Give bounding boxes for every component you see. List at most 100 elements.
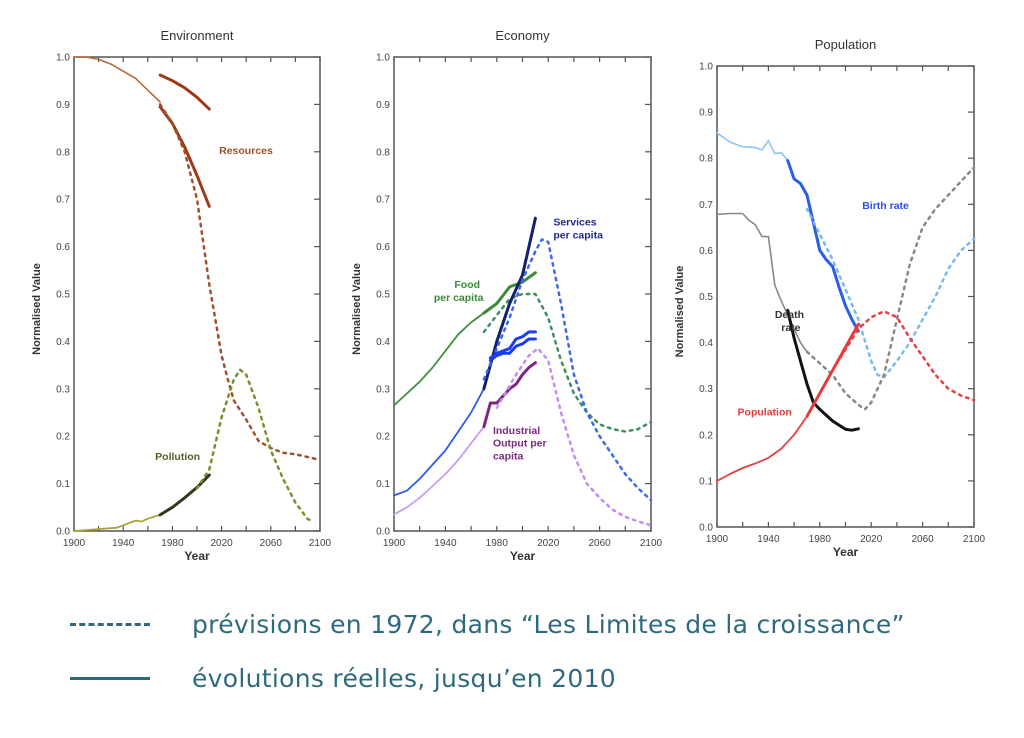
series-birth-rate-forecast — [805, 207, 976, 379]
series-birth-rate-historical — [716, 132, 789, 162]
series-food-per-capita-actual — [482, 271, 537, 315]
y-tick-label: 0.1 — [376, 479, 390, 490]
series-pollution-forecast — [195, 368, 316, 523]
x-tick-label: 2020 — [860, 534, 883, 545]
y-tick-label: 0.3 — [56, 384, 70, 395]
y-tick-label: 0.8 — [56, 147, 70, 158]
series-resources-forecast — [158, 103, 322, 462]
x-tick-label: 1980 — [809, 534, 832, 545]
y-tick-label: 0.1 — [699, 476, 713, 487]
y-tick-label: 0.6 — [376, 242, 390, 253]
x-tick-label: 2060 — [260, 538, 283, 549]
series-resources-historical — [73, 56, 161, 103]
series-annotation: Pollution — [155, 451, 200, 463]
series-industrial-output-actual-upper — [488, 330, 537, 360]
series-annotation: capita — [493, 450, 524, 462]
series-population-historical — [716, 415, 808, 482]
chart-title: Population — [815, 37, 876, 52]
y-tick-label: 0.2 — [699, 430, 713, 441]
y-tick-label: 0.0 — [376, 527, 390, 538]
x-tick-label: 2100 — [963, 534, 986, 545]
y-tick-label: 0.3 — [376, 384, 390, 395]
y-tick-label: 0.8 — [376, 147, 390, 158]
legend-actual: évolutions réelles, jusqu’en 2010 — [70, 658, 1010, 698]
x-tick-label: 2060 — [911, 534, 934, 545]
series-industrial-output-per-capita-actual — [482, 361, 537, 429]
series-annotation: Death — [775, 309, 804, 321]
x-axis-label: Year — [510, 549, 536, 563]
y-tick-label: 0.6 — [56, 242, 70, 253]
series-pollution-historical — [73, 514, 161, 532]
y-tick-label: 0.0 — [699, 523, 713, 534]
series-services-per-capita-historical — [393, 387, 485, 497]
series-annotation: Industrial — [493, 425, 540, 437]
series-annotation: Services — [553, 216, 596, 228]
x-tick-label: 2100 — [309, 538, 332, 549]
series-annotation: Output per — [493, 438, 547, 450]
x-tick-label: 2020 — [210, 538, 233, 549]
x-tick-label: 1940 — [757, 534, 780, 545]
series-population-forecast — [831, 310, 976, 402]
x-axis-label: Year — [833, 545, 859, 559]
series-annotation: Food — [454, 279, 480, 291]
y-tick-label: 1.0 — [699, 62, 713, 73]
series-death-rate-historical — [716, 212, 808, 353]
y-tick-label: 0.7 — [699, 200, 713, 211]
series-industrial-output-actual-lower — [488, 337, 537, 362]
y-tick-label: 0.6 — [699, 246, 713, 257]
y-tick-label: 0.2 — [56, 432, 70, 443]
x-axis-label: Year — [184, 549, 210, 563]
y-tick-label: 0.5 — [376, 290, 390, 301]
series-annotation: Population — [738, 406, 792, 418]
economy-chart: Economy 1900 1940 1980 2020 2060 2100 0.0 0.1 0.2… — [351, 28, 663, 563]
series-annotation: per capita — [434, 292, 484, 304]
population-chart: Population 1900 1940 1980 2020 2060 2100 0.0 0.1… — [674, 37, 986, 559]
series-annotation: Birth rate — [862, 200, 909, 212]
y-tick-label: 0.5 — [699, 292, 713, 303]
y-tick-label: 0.9 — [56, 100, 70, 111]
x-tick-label: 1980 — [486, 538, 509, 549]
x-tick-label: 1900 — [706, 534, 729, 545]
y-tick-label: 0.4 — [376, 337, 390, 348]
series-resources-actual-upper — [158, 73, 211, 111]
series-industrial-output-per-capita-forecast — [495, 347, 653, 527]
plot-frame — [716, 65, 975, 528]
series-industrial-output-per-capita-historical — [393, 425, 485, 516]
y-tick-label: 0.2 — [376, 432, 390, 443]
series-birth-rate-actual — [786, 159, 860, 333]
y-tick-label: 1.0 — [376, 53, 390, 64]
series-annotation: Resources — [219, 145, 273, 157]
y-axis-label: Normalised Value — [351, 263, 363, 355]
legend-forecast: prévisions en 1972, dans “Les Limites de… — [70, 604, 1010, 644]
series-food-per-capita-forecast — [482, 292, 653, 433]
x-tick-label: 2060 — [588, 538, 611, 549]
y-tick-label: 0.4 — [699, 338, 713, 349]
y-tick-label: 0.4 — [56, 337, 70, 348]
y-tick-label: 0.5 — [56, 290, 70, 301]
series-annotation: rate — [781, 322, 800, 334]
x-tick-label: 1940 — [434, 538, 457, 549]
series-services-per-capita-forecast — [482, 238, 653, 502]
y-tick-label: 0.9 — [699, 108, 713, 119]
series-death-rate-actual — [786, 308, 860, 432]
x-tick-label: 1900 — [383, 538, 406, 549]
x-tick-label: 1900 — [63, 538, 86, 549]
x-tick-label: 1980 — [161, 538, 184, 549]
series-annotation: per capita — [553, 230, 603, 242]
x-tick-label: 2100 — [640, 538, 663, 549]
dashed-line-swatch — [70, 622, 150, 626]
y-tick-label: 0.1 — [56, 479, 70, 490]
y-axis-label: Normalised Value — [674, 266, 686, 358]
legend-forecast-label: prévisions en 1972, dans “Les Limites de… — [192, 609, 905, 639]
y-tick-label: 0.3 — [699, 384, 713, 395]
y-tick-label: 0.0 — [56, 527, 70, 538]
limits-to-growth-charts: Environment 1900 1940 1980 2020 2060 2100 0.0 0.… — [31, 28, 986, 563]
environment-chart: Environment 1900 1940 1980 2020 2060 2100 0.0 0.… — [31, 28, 332, 563]
y-tick-label: 0.7 — [56, 195, 70, 206]
chart-title: Environment — [161, 28, 234, 43]
y-tick-label: 0.7 — [376, 195, 390, 206]
x-tick-label: 2020 — [537, 538, 560, 549]
series-pollution-actual — [158, 473, 211, 517]
solid-line-swatch — [70, 676, 150, 680]
y-tick-label: 0.8 — [699, 154, 713, 165]
